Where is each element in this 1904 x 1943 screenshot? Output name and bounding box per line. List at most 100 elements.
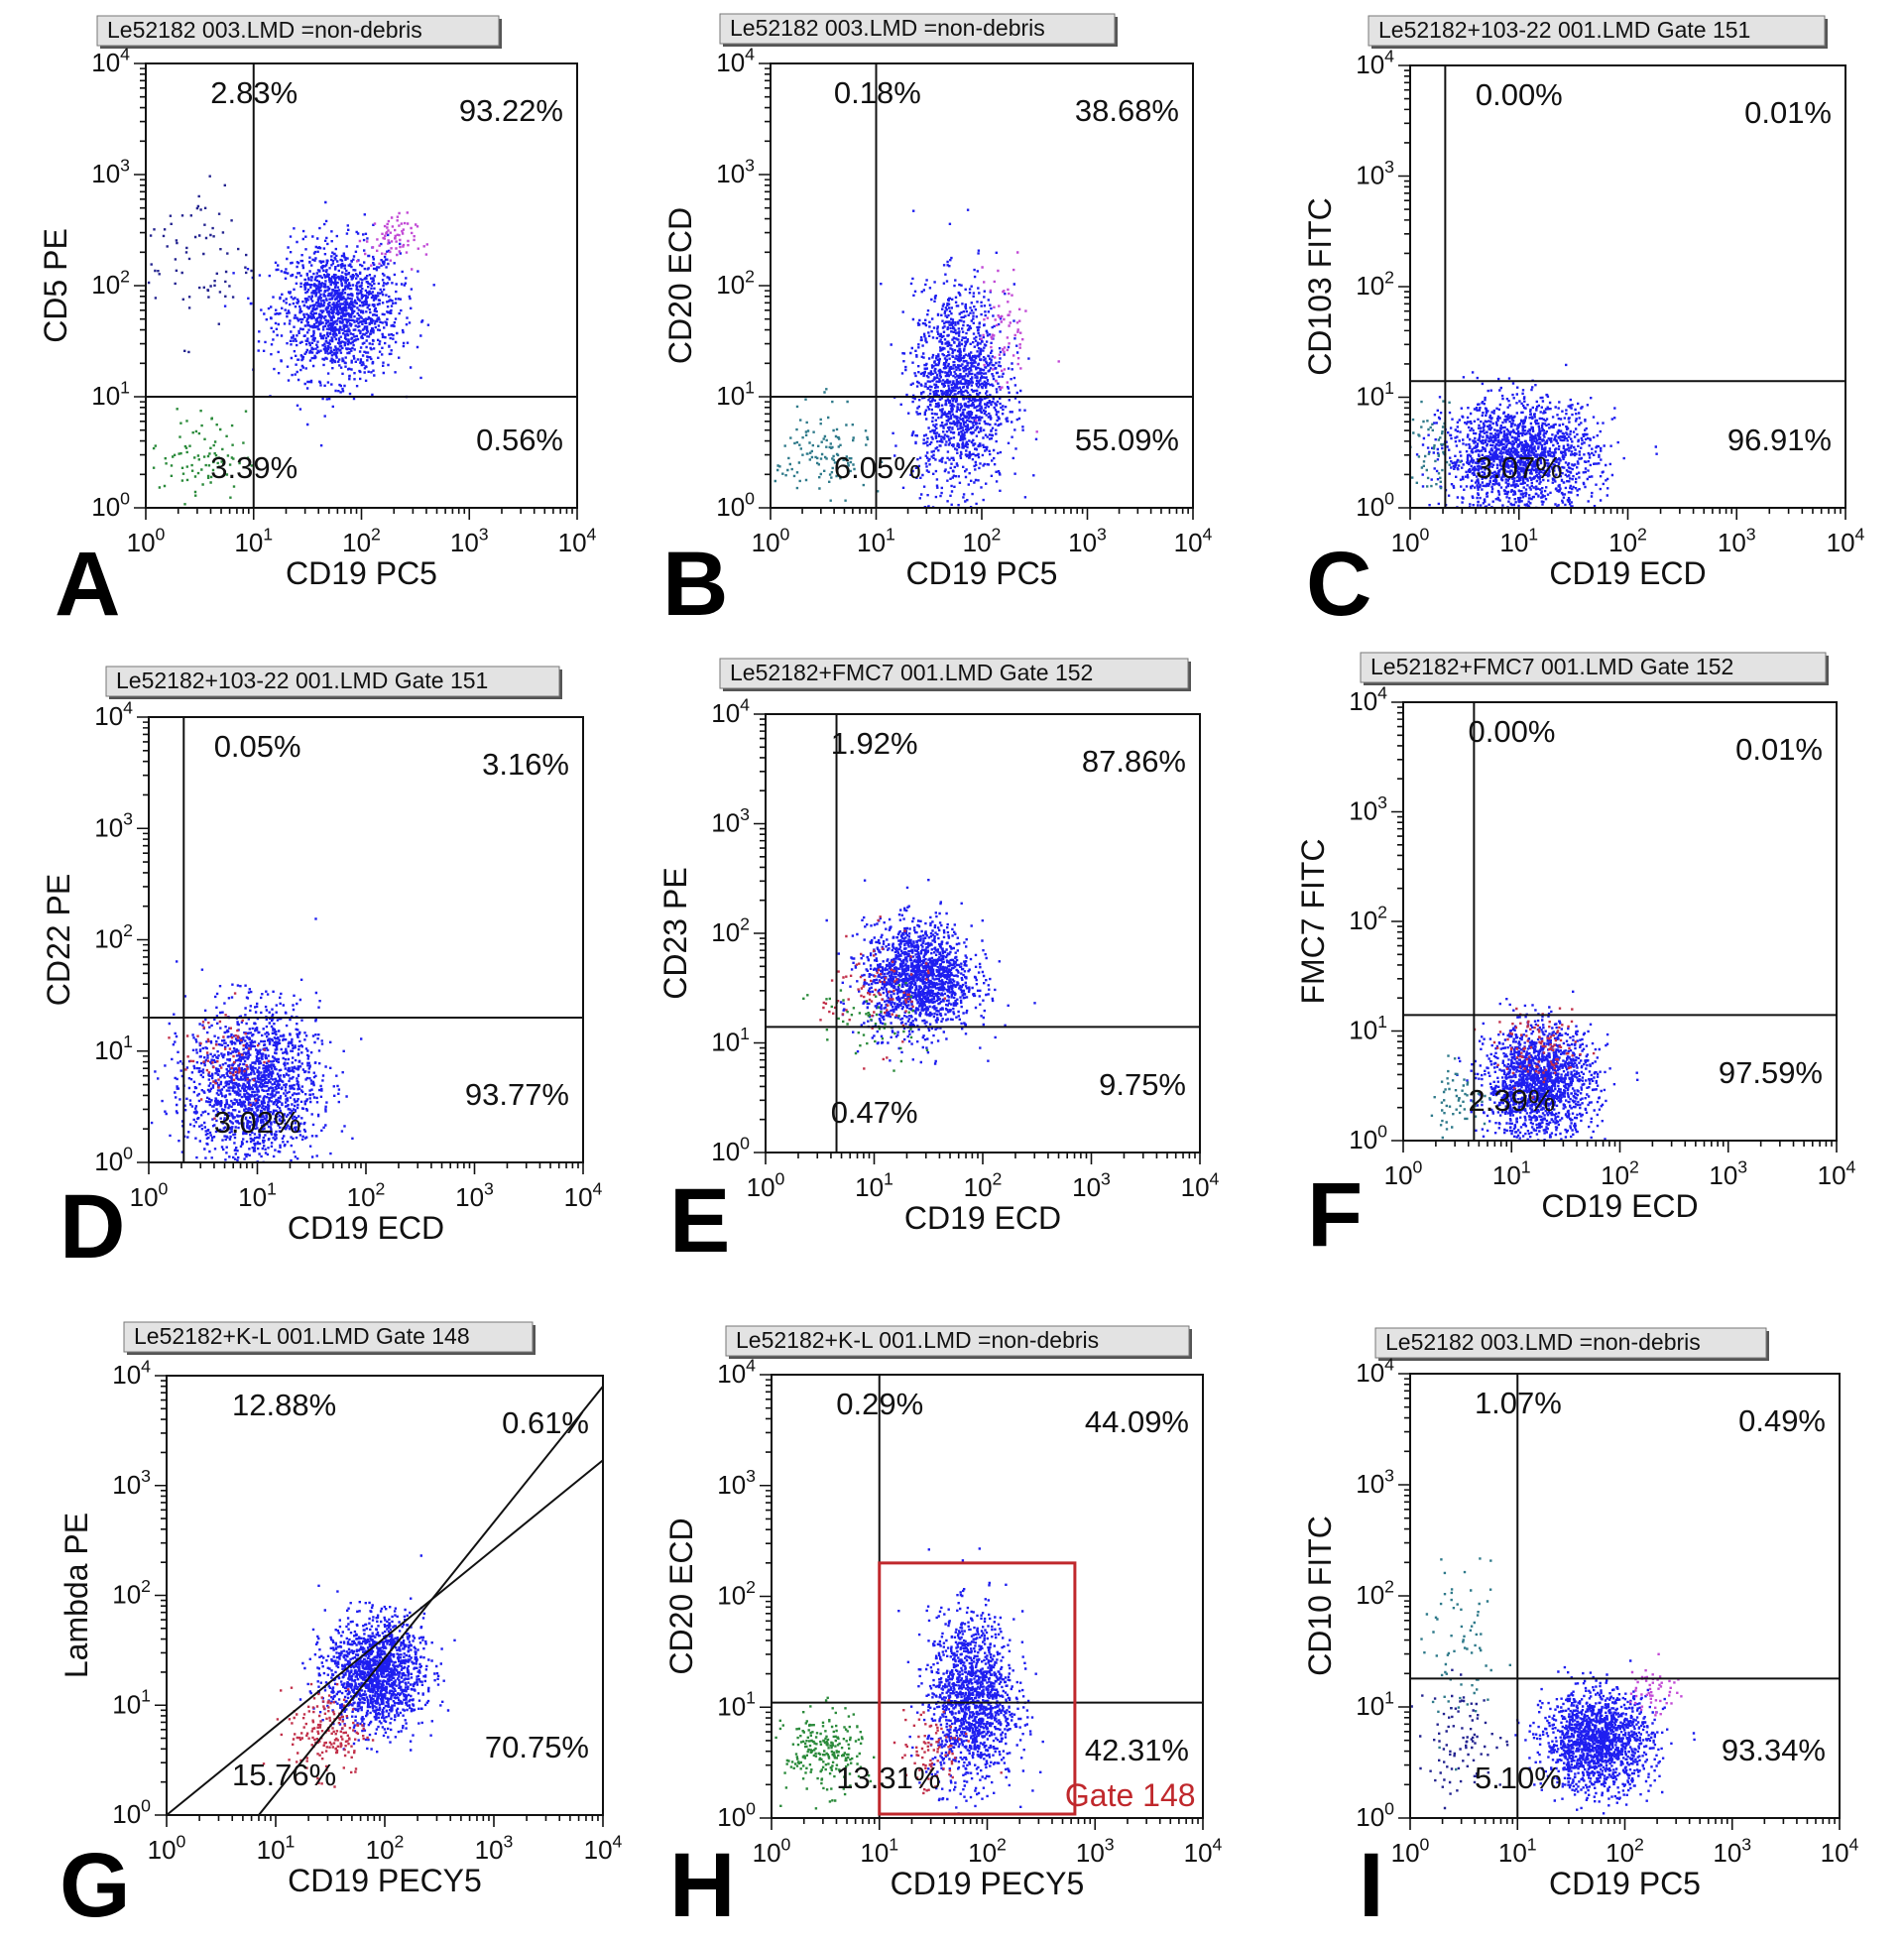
panel-letter: D bbox=[60, 1176, 125, 1277]
population-4-dots bbox=[1410, 1668, 1509, 1810]
y-axis-label: Lambda PE bbox=[59, 1513, 94, 1678]
y-tick-label: 103 bbox=[91, 155, 130, 188]
y-tick-label: 102 bbox=[716, 266, 755, 300]
quadrant-percent-ll: 3.07% bbox=[1476, 450, 1563, 485]
quadrant-percent-ul: 1.07% bbox=[1475, 1386, 1562, 1420]
y-tick-label: 101 bbox=[1356, 378, 1394, 412]
diagonal-gate-line bbox=[258, 1386, 604, 1816]
x-tick-label: 102 bbox=[1608, 524, 1647, 557]
event-dots bbox=[771, 208, 1060, 508]
population-3-dots bbox=[152, 408, 253, 506]
quadrant-percent-lr: 42.31% bbox=[1085, 1733, 1189, 1767]
y-axis-label: CD23 PE bbox=[657, 867, 693, 999]
x-tick-label: 103 bbox=[1068, 524, 1107, 557]
y-tick-label: 104 bbox=[717, 1355, 756, 1389]
quadrant-percent-lr: 9.75% bbox=[1099, 1067, 1186, 1102]
x-tick-label: 100 bbox=[130, 1178, 169, 1212]
x-tick-label: 102 bbox=[366, 1831, 405, 1865]
y-axis-label: CD5 PE bbox=[38, 228, 73, 343]
x-tick-label: 103 bbox=[1709, 1156, 1747, 1190]
y-axis-label: CD22 PE bbox=[41, 874, 76, 1006]
population-1-dots bbox=[880, 208, 1038, 508]
panel-title-box bbox=[725, 1325, 1190, 1357]
x-tick-label: 100 bbox=[752, 524, 790, 557]
axis-ticks bbox=[759, 62, 1194, 520]
x-tick-label: 102 bbox=[347, 1178, 386, 1212]
x-tick-label: 104 bbox=[1174, 524, 1213, 557]
y-tick-label: 102 bbox=[1356, 1576, 1394, 1610]
panel-title: Le52182+K-L 001.LMD Gate 148 bbox=[134, 1323, 470, 1349]
axis-ticks bbox=[155, 1375, 604, 1827]
panel-title-box bbox=[1360, 652, 1827, 683]
quadrant-percent-ul: 0.18% bbox=[834, 75, 921, 110]
quadrant-percent-ur: 38.68% bbox=[1075, 93, 1179, 128]
y-tick-label: 102 bbox=[91, 266, 130, 300]
y-tick-label: 102 bbox=[1356, 267, 1394, 301]
y-tick-label: 101 bbox=[717, 1688, 756, 1722]
y-axis-label: CD103 FITC bbox=[1302, 197, 1338, 376]
y-tick-label: 100 bbox=[1356, 1798, 1394, 1832]
x-tick-label: 100 bbox=[753, 1834, 791, 1868]
y-tick-label: 103 bbox=[1356, 1465, 1394, 1499]
y-tick-label: 100 bbox=[711, 1133, 750, 1166]
population-2-dots bbox=[1628, 1652, 1683, 1717]
panel-title: Le52182 003.LMD =non-debris bbox=[1385, 1329, 1701, 1355]
quadrant-percent-ur: 0.01% bbox=[1744, 95, 1832, 130]
panel-title: Le52182 003.LMD =non-debris bbox=[107, 17, 422, 43]
y-tick-label: 103 bbox=[112, 1466, 151, 1500]
x-tick-label: 103 bbox=[1713, 1834, 1751, 1868]
y-tick-label: 101 bbox=[94, 1032, 133, 1065]
y-tick-label: 102 bbox=[94, 920, 133, 954]
event-dots bbox=[772, 1547, 1044, 1816]
quadrant-percent-ul: 0.29% bbox=[836, 1387, 923, 1421]
quadrant-percent-lr: 96.91% bbox=[1727, 423, 1832, 457]
y-tick-label: 100 bbox=[717, 1798, 756, 1832]
y-tick-label: 101 bbox=[1356, 1687, 1394, 1721]
y-tick-label: 100 bbox=[1349, 1121, 1387, 1154]
quadrant-percent-ul: 1.92% bbox=[831, 726, 918, 761]
x-tick-label: 103 bbox=[1072, 1168, 1111, 1202]
quadrant-percent-ur: 44.09% bbox=[1085, 1404, 1189, 1439]
y-axis-label: CD10 FITC bbox=[1302, 1516, 1338, 1676]
y-tick-label: 104 bbox=[91, 44, 130, 77]
y-tick-label: 101 bbox=[112, 1686, 151, 1720]
quadrant-percent-lr: 0.56% bbox=[476, 423, 563, 457]
y-tick-label: 100 bbox=[1356, 488, 1394, 522]
event-dots bbox=[147, 175, 435, 506]
y-tick-label: 101 bbox=[91, 377, 130, 411]
x-tick-label: 101 bbox=[257, 1831, 296, 1865]
population-3-dots bbox=[1420, 1557, 1511, 1771]
panel-title-box bbox=[719, 13, 1116, 45]
y-tick-label: 100 bbox=[94, 1143, 133, 1176]
y-tick-label: 103 bbox=[94, 809, 133, 843]
quadrant-percent-ll: 15.76% bbox=[232, 1758, 336, 1792]
panel-title-box bbox=[1368, 15, 1826, 47]
axis-ticks bbox=[137, 716, 584, 1174]
population-2-dots bbox=[168, 992, 270, 1120]
x-tick-label: 101 bbox=[1492, 1156, 1531, 1190]
y-tick-label: 100 bbox=[716, 488, 755, 522]
x-tick-label: 102 bbox=[968, 1834, 1007, 1868]
x-tick-label: 102 bbox=[1606, 1834, 1644, 1868]
population-2-dots bbox=[1410, 400, 1462, 508]
quadrant-percent-ul: 12.88% bbox=[232, 1388, 336, 1422]
x-tick-label: 101 bbox=[857, 524, 895, 557]
panel-title: Le52182 003.LMD =non-debris bbox=[730, 15, 1045, 41]
event-dots bbox=[1410, 1557, 1696, 1815]
population-3-dots bbox=[772, 1696, 876, 1810]
axis-ticks bbox=[1391, 701, 1838, 1153]
quadrant-percent-lr: 97.59% bbox=[1719, 1055, 1823, 1090]
y-tick-label: 100 bbox=[112, 1795, 151, 1829]
y-tick-label: 104 bbox=[1356, 1354, 1394, 1388]
quadrant-percent-ul: 0.05% bbox=[214, 729, 301, 764]
quadrant-percent-ll: 3.39% bbox=[210, 450, 298, 485]
panel-title-box bbox=[719, 658, 1189, 689]
y-tick-label: 103 bbox=[711, 804, 750, 838]
x-tick-label: 103 bbox=[1076, 1834, 1115, 1868]
y-tick-label: 101 bbox=[711, 1024, 750, 1057]
population-1-dots bbox=[1456, 990, 1639, 1141]
x-tick-label: 100 bbox=[1391, 524, 1430, 557]
event-dots bbox=[802, 879, 1036, 1072]
